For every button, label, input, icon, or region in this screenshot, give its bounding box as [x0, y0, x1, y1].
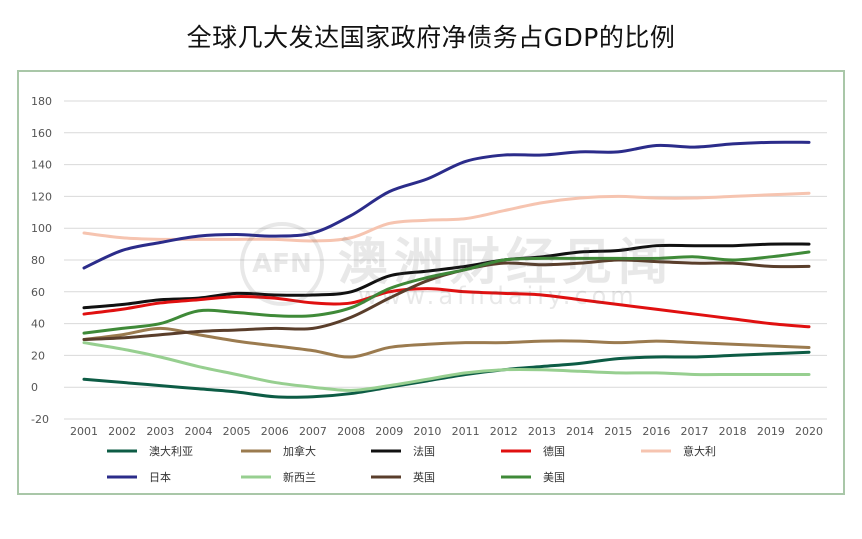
y-tick-label: 0: [31, 381, 38, 394]
x-tick-label: 2020: [795, 425, 823, 438]
y-tick-label: 60: [31, 286, 45, 299]
y-axis-ticks: -20 0 20 40 60 80 100 120 140 160 180: [31, 95, 52, 426]
y-tick-label: 180: [31, 95, 52, 108]
y-tick-label: 140: [31, 159, 52, 172]
y-tick-label: 120: [31, 190, 52, 203]
legend-label: 加拿大: [283, 444, 316, 458]
legend-label: 英国: [413, 470, 435, 484]
x-tick-label: 2007: [299, 425, 327, 438]
series-line: [82, 250, 811, 335]
series-line: [82, 191, 811, 243]
legend-label: 日本: [149, 470, 171, 484]
legend-label: 意大利: [683, 444, 716, 458]
y-tick-label: 20: [31, 349, 45, 362]
x-tick-label: 2004: [184, 425, 212, 438]
chart-title: 全球几大发达国家政府净债务占GDP的比例: [186, 23, 676, 52]
x-tick-label: 2005: [223, 425, 251, 438]
series-line: [82, 242, 811, 310]
chart-frame: -20 0 20 40 60 80 100 120 140 160 180 2001 2002 2003…: [17, 70, 845, 495]
x-tick-label: 2014: [566, 425, 594, 438]
series-line: [82, 350, 811, 399]
series-line: [82, 287, 811, 329]
y-tick-label: -20: [31, 413, 49, 426]
y-tick-label: 160: [31, 127, 52, 140]
legend-label: 美国: [543, 471, 565, 484]
x-tick-label: 2003: [146, 425, 174, 438]
x-tick-label: 2015: [604, 425, 632, 438]
x-tick-label: 2017: [681, 425, 709, 438]
x-axis-ticks: 2001 2002 2003 2004 2005 2006 2007 2008 2009 2010…: [70, 425, 823, 438]
y-tick-label: 100: [31, 222, 52, 235]
x-tick-label: 2011: [452, 425, 480, 438]
x-tick-label: 2008: [337, 425, 365, 438]
x-tick-label: 2006: [261, 425, 289, 438]
line-chart: -20 0 20 40 60 80 100 120 140 160 180 2001 2002 2003…: [31, 95, 827, 484]
series-line: [82, 341, 811, 392]
y-tick-label: 40: [31, 318, 45, 331]
legend-label: 法国: [413, 444, 435, 458]
legend-label: 德国: [543, 444, 565, 458]
x-tick-label: 2001: [70, 425, 98, 438]
x-tick-label: 2019: [757, 425, 785, 438]
x-tick-label: 2013: [528, 425, 556, 438]
series-line: [82, 140, 811, 270]
series-line: [82, 326, 811, 359]
x-tick-label: 2018: [719, 425, 747, 438]
legend-label: 新西兰: [283, 470, 316, 484]
y-tick-label: 80: [31, 254, 45, 267]
x-tick-label: 2010: [413, 425, 441, 438]
grid-layer: [64, 100, 827, 420]
legend-label: 澳大利亚: [149, 444, 193, 458]
x-tick-label: 2002: [108, 425, 136, 438]
x-tick-label: 2012: [490, 425, 518, 438]
x-tick-label: 2016: [642, 425, 670, 438]
series-layer: [82, 140, 811, 399]
x-tick-label: 2009: [375, 425, 403, 438]
